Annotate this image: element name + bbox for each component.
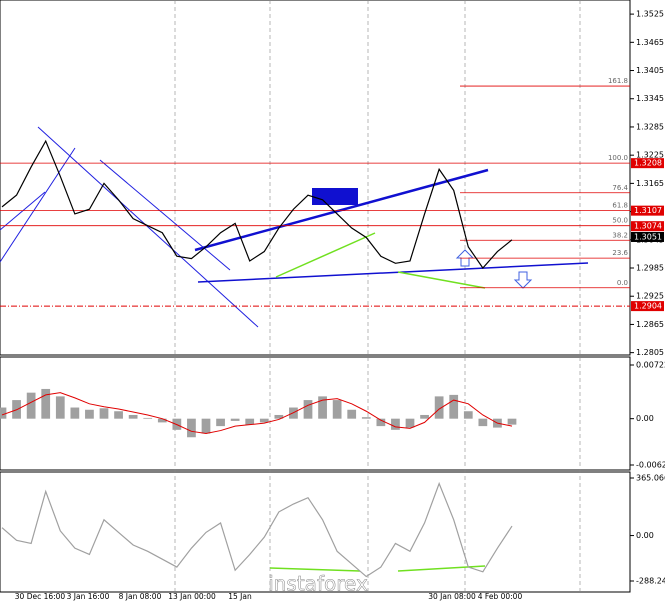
x-tick-label: 30 Dec 16:00: [15, 592, 66, 601]
macd-bar: [26, 392, 36, 419]
fib-label: 50.0: [612, 217, 628, 225]
macd-bar: [85, 409, 94, 419]
channel-line: [99, 159, 231, 271]
macd-bar: [70, 407, 80, 419]
main-panel: [0, 0, 631, 356]
y-tick-label: 1.3225: [636, 151, 664, 160]
zone-box: [312, 188, 358, 205]
macd-bar: [99, 408, 109, 419]
fib-label: 38.2: [612, 231, 628, 239]
x-tick-label: 4 Feb 00:00: [478, 592, 523, 601]
price-box: [631, 221, 664, 232]
divergence-line: [397, 565, 486, 572]
y-tick-label: 1.2805: [636, 348, 664, 357]
macd-bar: [187, 418, 196, 438]
channel-line: [37, 126, 259, 328]
macd-bar: [114, 411, 123, 419]
fib-label: 61.8: [612, 202, 628, 210]
macd-bar: [332, 400, 342, 419]
y-tick-label: 0.00: [636, 414, 654, 423]
fib-label: 23.6: [612, 249, 628, 257]
y-tick-label: 0.00: [636, 531, 654, 540]
price-box-label: 1.3074: [634, 222, 662, 231]
macd-bar: [434, 396, 444, 419]
y-tick-label: 365.0666: [636, 474, 665, 483]
macd-bar: [405, 418, 415, 428]
y-tick-label: 1.2925: [636, 292, 664, 301]
x-tick-label: 3 Jan 16:00: [67, 592, 110, 601]
price-line: [1, 139, 513, 269]
y-tick-label: 1.3405: [636, 66, 664, 75]
price-box-label: 1.3208: [634, 159, 662, 168]
drawings: [0, 126, 589, 572]
fib-label: 76.4: [612, 184, 628, 192]
macd-bar: [507, 418, 517, 425]
macd-bar: [245, 418, 255, 425]
vertical-grid: [174, 0, 581, 592]
price-box-label: 1.3107: [634, 206, 662, 215]
macd-bar: [449, 394, 459, 419]
price-box: [631, 231, 664, 242]
watermark: instaforex: [268, 572, 368, 596]
x-tick-label: 30 Jan 08:00: [428, 592, 476, 601]
signal-line: [1, 392, 513, 435]
y-tick-label: 1.3285: [636, 122, 664, 131]
macd-bar: [55, 396, 65, 419]
y-tick-label: 1.3465: [636, 38, 664, 47]
macd-bar: [0, 407, 7, 419]
x-tick-label: 13 Jan 00:00: [168, 592, 216, 601]
cci-panel: [0, 471, 631, 593]
x-tick-label: 8 Jan 08:00: [119, 592, 162, 601]
price-box-label: 1.3051: [634, 232, 662, 241]
macd-bar: [303, 400, 313, 419]
macd-bar: [230, 418, 240, 421]
macd-bar: [157, 418, 167, 423]
macd-bar: [143, 417, 153, 419]
macd-bar: [216, 418, 225, 427]
price-box: [631, 205, 664, 216]
y-tick-label: 0.00722: [636, 361, 665, 370]
macd-bar: [318, 396, 327, 419]
macd-bar: [361, 417, 371, 419]
y-tick-label: 1.2985: [636, 264, 664, 273]
price-box: [631, 301, 664, 312]
macd-bar: [201, 418, 211, 434]
macd-bar: [41, 388, 51, 419]
fib-label: 161.8: [608, 77, 628, 85]
trend-line: [197, 262, 589, 283]
down-arrow: [513, 271, 533, 289]
macd-bar: [391, 418, 400, 430]
x-tick-label: 15 Jan: [228, 592, 252, 601]
macd-bar: [274, 414, 284, 419]
y-tick-label: 1.3165: [636, 179, 664, 188]
macd-bar: [420, 414, 429, 419]
macd-panel: [0, 356, 631, 471]
macd-bar: [259, 418, 269, 423]
divergence-line: [269, 567, 361, 572]
y-tick-label: 1.3345: [636, 94, 664, 103]
price-line: [1, 481, 513, 578]
y-tick-label: -288.242: [636, 577, 665, 586]
macd-bar: [376, 418, 386, 427]
fib-label: 0.0: [617, 279, 628, 287]
y-tick-label: 1.3525: [636, 10, 664, 19]
macd-bar: [347, 409, 357, 419]
divergence-line: [397, 271, 486, 289]
channel-line: [0, 147, 76, 263]
macd-bar: [128, 414, 138, 419]
price-box: [631, 158, 664, 169]
price-box-label: 1.2904: [634, 302, 662, 311]
divergence-line: [275, 232, 376, 278]
macd-bar: [478, 418, 488, 427]
trend-line: [194, 168, 489, 252]
fib-label: 100.0: [608, 154, 628, 162]
y-tick-label: 1.2865: [636, 320, 664, 329]
macd-bar: [463, 411, 473, 419]
